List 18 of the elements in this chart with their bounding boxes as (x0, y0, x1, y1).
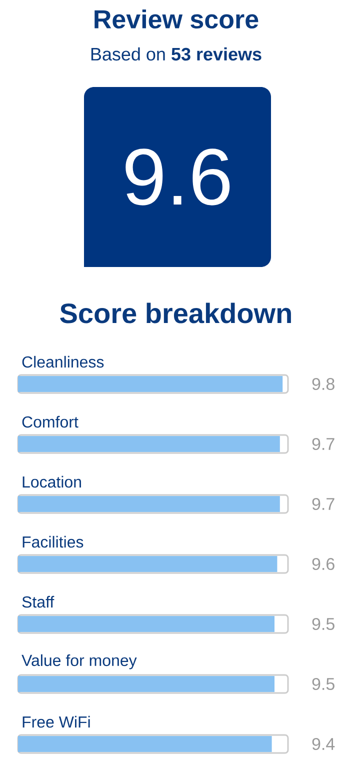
y-tick-label: Value for money (22, 654, 137, 670)
y-tick-label: Cleanliness (22, 356, 104, 368)
y-tick-label: Location (22, 476, 81, 488)
text: 9.6 (126, 148, 230, 206)
y-tick-label: Comfort (22, 416, 78, 428)
data-label: 9.4 (312, 738, 335, 750)
data-label: 9.5 (312, 618, 334, 630)
data-label: 9.6 (312, 558, 334, 570)
y-tick-label: Facilities (22, 536, 84, 548)
data-label: 9.5 (312, 678, 334, 690)
y-tick-label: Free WiFi (22, 716, 90, 728)
data-label: 9.7 (312, 498, 334, 510)
chart-title: Review score (94, 9, 258, 29)
data-label: 9.7 (312, 438, 334, 450)
y-tick-label: Staff (22, 596, 54, 608)
text: Score breakdown (60, 302, 291, 324)
chart-subtitle: Based on 53 reviews (91, 47, 262, 61)
data-label: 9.8 (312, 378, 334, 390)
